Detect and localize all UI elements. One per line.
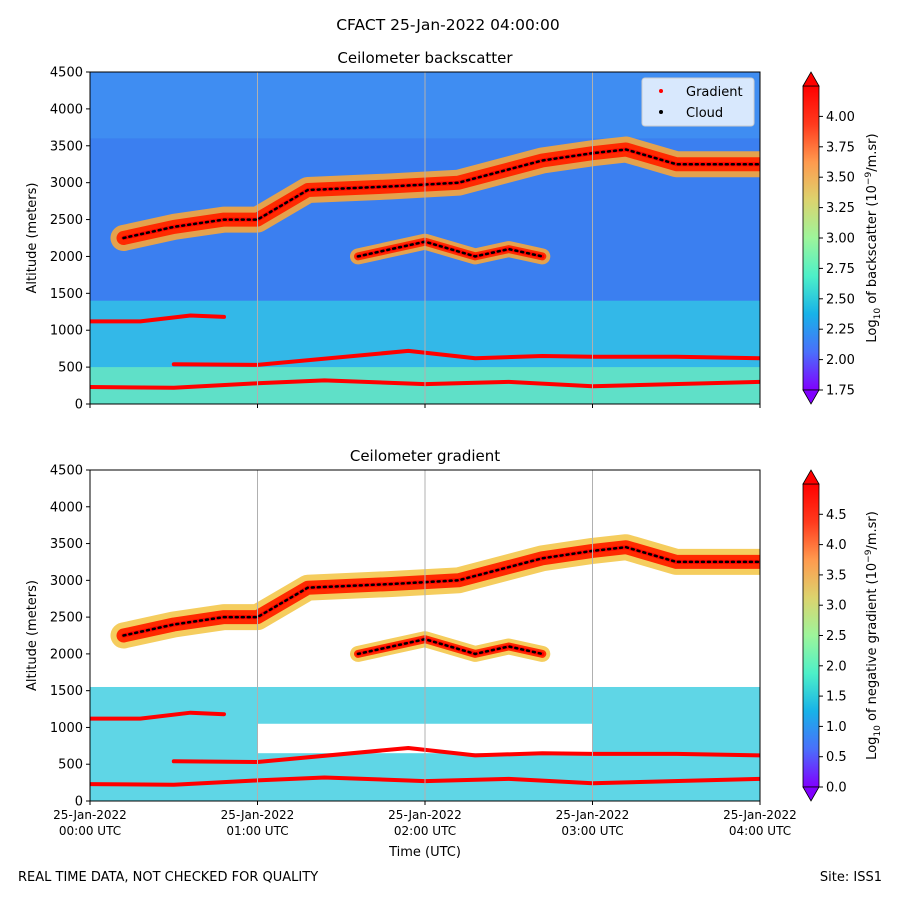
label-subscript: 10 — [873, 725, 883, 737]
colorbar-tick-label: 3.0 — [826, 599, 847, 614]
y-tick-label: 1500 — [50, 684, 83, 699]
y-tick-label: 4000 — [50, 500, 83, 515]
colorbar-tick-label: 2.00 — [826, 353, 855, 368]
colorbar-tick-label: 1.0 — [826, 720, 847, 735]
gradient-ylabel: Altitude (meters) — [25, 580, 40, 691]
backscatter-colorbar — [802, 85, 820, 391]
boundary-layer-1100m-gradient-trace — [90, 313, 226, 324]
colorbar-extend-bottom — [802, 786, 820, 802]
colorbar-tick-label: 0.5 — [826, 750, 847, 765]
x-tick-label-time: 04:00 UTC — [729, 824, 791, 838]
colorbar-tick-label: 3.00 — [826, 232, 855, 247]
y-tick-label: 500 — [58, 758, 83, 773]
layer-550m-gradient-trace — [171, 746, 760, 764]
colorbar-tick-label: 4.0 — [826, 538, 847, 553]
colorbar-tick-label: 1.5 — [826, 690, 847, 705]
y-tick-label: 1500 — [50, 287, 83, 302]
legend-cloud-marker — [659, 110, 663, 114]
colorbar-extend-top — [802, 469, 820, 485]
colorbar-tick-label: 2.25 — [826, 323, 855, 338]
colorbar-tick-label: 3.75 — [826, 140, 855, 155]
legend-cloud-label: Cloud — [686, 106, 723, 121]
legend: Gradient Cloud — [641, 77, 755, 127]
label-part: /m.sr) — [865, 133, 880, 171]
y-tick-label: 2000 — [50, 647, 83, 662]
colorbar-tick-label: 2.5 — [826, 629, 847, 644]
y-tick-label: 4000 — [50, 102, 83, 117]
colorbar-extend-bottom — [802, 389, 820, 405]
label-part: Log — [865, 737, 880, 760]
y-tick-label: 1000 — [50, 324, 83, 339]
backscatter-colorbar-label: Log10 of backscatter (10−9/m.sr) — [864, 133, 883, 342]
y-tick-label: 0 — [75, 795, 83, 810]
legend-gradient-marker — [659, 89, 663, 93]
cloud-layer-middle-cloud-trace — [356, 240, 544, 258]
y-tick-label: 500 — [58, 361, 83, 376]
backscatter-title: Ceilometer backscatter — [337, 49, 513, 67]
label-part: of backscatter (10 — [865, 185, 880, 308]
y-tick-label: 1000 — [50, 721, 83, 736]
y-tick-label: 0 — [75, 398, 83, 413]
label-part: of negative gradient (10 — [865, 563, 880, 725]
colorbar-tick-label: 3.25 — [826, 201, 855, 216]
x-axis-label: Time (UTC) — [388, 845, 461, 860]
x-tick-label-date: 25-Jan-2022 — [388, 808, 462, 822]
x-tick-label-date: 25-Jan-2022 — [556, 808, 630, 822]
x-tick-label-time: 03:00 UTC — [561, 824, 623, 838]
y-tick-label: 4500 — [50, 66, 83, 81]
label-subscript: 10 — [873, 308, 883, 320]
cloud-layer-middle-cloud-trace — [356, 637, 544, 656]
gradient-panel: Ceilometer gradient 0 500 1000 1500 2000 2500 3… — [25, 447, 883, 810]
y-tick-label: 2500 — [50, 213, 83, 228]
label-superscript: −9 — [864, 549, 874, 563]
colorbar-tick-label: 2.75 — [826, 262, 855, 277]
surface-layer-250m-gradient-trace — [90, 775, 760, 787]
colorbar-tick-label: 3.5 — [826, 568, 847, 583]
colorbar-tick-label: 4.5 — [826, 508, 847, 523]
label-part: Log — [865, 319, 880, 342]
y-tick-label: 3000 — [50, 574, 83, 589]
label-part: /m.sr) — [865, 511, 880, 549]
surface-layer-250m-gradient-trace — [90, 378, 760, 390]
gradient-colorbar-label: Log10 of negative gradient (10−9/m.sr) — [864, 511, 883, 760]
x-tick-label-date: 25-Jan-2022 — [53, 808, 127, 822]
gradient-title: Ceilometer gradient — [350, 447, 500, 465]
y-tick-label: 4500 — [50, 464, 83, 479]
colorbar-tick-label: 1.75 — [826, 384, 855, 399]
x-tick-label-date: 25-Jan-2022 — [723, 808, 797, 822]
colorbar-tick-label: 2.0 — [826, 659, 847, 674]
site-label: Site: ISS1 — [819, 870, 882, 885]
x-tick-label-time: 02:00 UTC — [394, 824, 456, 838]
backscatter-ylabel: Altitude (meters) — [25, 183, 40, 294]
x-tick-label-time: 01:00 UTC — [226, 824, 288, 838]
colorbar-tick-label: 4.00 — [826, 110, 855, 125]
colorbar-tick-label: 0.0 — [826, 781, 847, 796]
y-tick-label: 3000 — [50, 176, 83, 191]
quality-disclaimer: REAL TIME DATA, NOT CHECKED FOR QUALITY — [18, 870, 319, 885]
legend-gradient-label: Gradient — [686, 85, 743, 100]
gradient-colorbar — [802, 483, 820, 788]
figure-title: CFACT 25-Jan-2022 04:00:00 — [336, 16, 560, 34]
x-tick-label-time: 00:00 UTC — [59, 824, 121, 838]
colorbar-extend-top — [802, 71, 820, 87]
layer-550m-gradient-trace — [171, 348, 760, 367]
x-tick-label-date: 25-Jan-2022 — [221, 808, 295, 822]
y-tick-label: 2500 — [50, 611, 83, 626]
y-tick-label: 3500 — [50, 139, 83, 154]
label-superscript: −9 — [864, 172, 874, 186]
colorbar-tick-label: 3.50 — [826, 171, 855, 186]
y-tick-label: 3500 — [50, 537, 83, 552]
boundary-layer-1100m-gradient-trace — [90, 710, 226, 721]
y-tick-label: 2000 — [50, 250, 83, 265]
legend-box — [641, 77, 755, 127]
colorbar-tick-label: 2.50 — [826, 292, 855, 307]
